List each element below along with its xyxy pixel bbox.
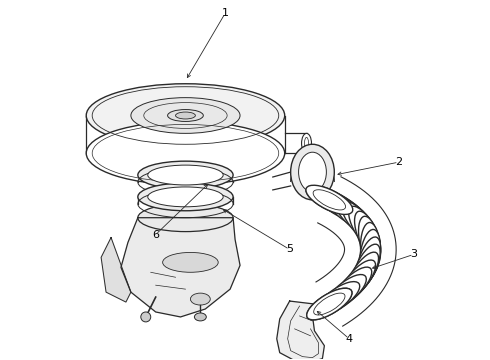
Ellipse shape bbox=[86, 84, 285, 147]
Ellipse shape bbox=[148, 187, 223, 207]
Polygon shape bbox=[121, 218, 240, 317]
Ellipse shape bbox=[191, 293, 210, 305]
Ellipse shape bbox=[131, 98, 240, 133]
Ellipse shape bbox=[352, 244, 380, 292]
Ellipse shape bbox=[148, 165, 223, 185]
Text: 3: 3 bbox=[410, 249, 417, 260]
Polygon shape bbox=[101, 238, 131, 302]
Ellipse shape bbox=[307, 288, 352, 320]
Ellipse shape bbox=[356, 237, 381, 287]
Ellipse shape bbox=[325, 275, 367, 311]
Ellipse shape bbox=[168, 109, 203, 121]
Ellipse shape bbox=[86, 121, 285, 185]
Ellipse shape bbox=[361, 222, 380, 274]
Text: 4: 4 bbox=[345, 334, 353, 344]
Ellipse shape bbox=[335, 198, 374, 236]
Ellipse shape bbox=[340, 260, 376, 302]
Ellipse shape bbox=[163, 252, 218, 272]
Ellipse shape bbox=[306, 185, 353, 215]
Ellipse shape bbox=[316, 282, 360, 315]
Text: 2: 2 bbox=[395, 157, 402, 167]
Ellipse shape bbox=[175, 112, 196, 119]
Text: 6: 6 bbox=[152, 230, 159, 239]
Ellipse shape bbox=[307, 288, 352, 320]
Ellipse shape bbox=[346, 252, 379, 297]
Ellipse shape bbox=[301, 133, 312, 153]
Ellipse shape bbox=[138, 183, 233, 211]
Text: 1: 1 bbox=[221, 8, 229, 18]
Ellipse shape bbox=[360, 229, 380, 280]
Ellipse shape bbox=[138, 204, 233, 231]
Ellipse shape bbox=[342, 202, 378, 243]
Ellipse shape bbox=[195, 313, 206, 321]
Ellipse shape bbox=[359, 216, 381, 267]
Ellipse shape bbox=[316, 189, 361, 221]
Ellipse shape bbox=[298, 152, 326, 192]
Ellipse shape bbox=[326, 193, 369, 228]
Polygon shape bbox=[277, 301, 324, 360]
Ellipse shape bbox=[306, 185, 353, 215]
Ellipse shape bbox=[349, 206, 380, 252]
Ellipse shape bbox=[138, 161, 233, 189]
Ellipse shape bbox=[141, 312, 151, 322]
Ellipse shape bbox=[355, 211, 381, 260]
Ellipse shape bbox=[291, 144, 334, 200]
Ellipse shape bbox=[333, 267, 372, 306]
Text: 5: 5 bbox=[286, 244, 293, 255]
